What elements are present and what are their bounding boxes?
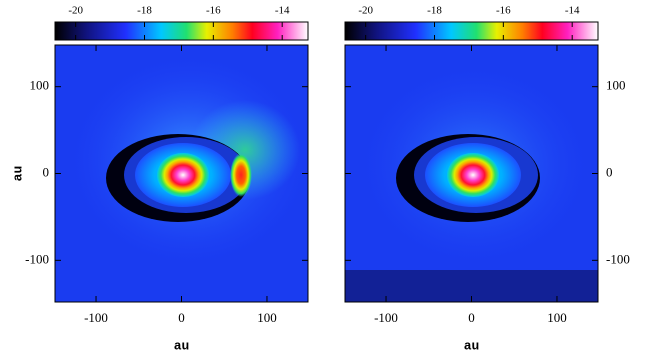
y-tick-label: 100	[30, 78, 50, 93]
x-tick-label: 0	[468, 310, 475, 325]
x-tick-label: 0	[178, 310, 185, 325]
x-tick-label: 100	[547, 310, 567, 325]
colorbar-tick-label: -18	[427, 5, 442, 17]
colorbar-tick-label: -16	[206, 5, 221, 17]
colorbar-tick-label: -14	[565, 5, 580, 17]
y-tick-label: 100	[606, 78, 626, 93]
x-tick-label: 100	[257, 310, 277, 325]
x-tick-label: -100	[84, 310, 108, 325]
colorbar-tick-label: -16	[496, 5, 511, 17]
density-image	[345, 45, 598, 302]
x-axis-label: au	[464, 338, 480, 353]
y-tick-label: -100	[606, 251, 630, 266]
y-tick-label: -100	[25, 251, 49, 266]
colorbar-tick-label: -20	[68, 5, 83, 17]
density-image	[55, 45, 308, 302]
colorbar	[54, 21, 309, 41]
y-tick-label: 0	[43, 164, 50, 179]
colorbar	[344, 21, 599, 41]
colorbar-tick-label: -20	[358, 5, 373, 17]
x-axis-label: au	[174, 338, 190, 353]
y-tick-label: 0	[606, 164, 613, 179]
y-axis-label: au	[10, 166, 25, 182]
x-tick-label: -100	[374, 310, 398, 325]
colorbar-tick-label: -14	[275, 5, 290, 17]
colorbar-tick-label: -18	[137, 5, 152, 17]
